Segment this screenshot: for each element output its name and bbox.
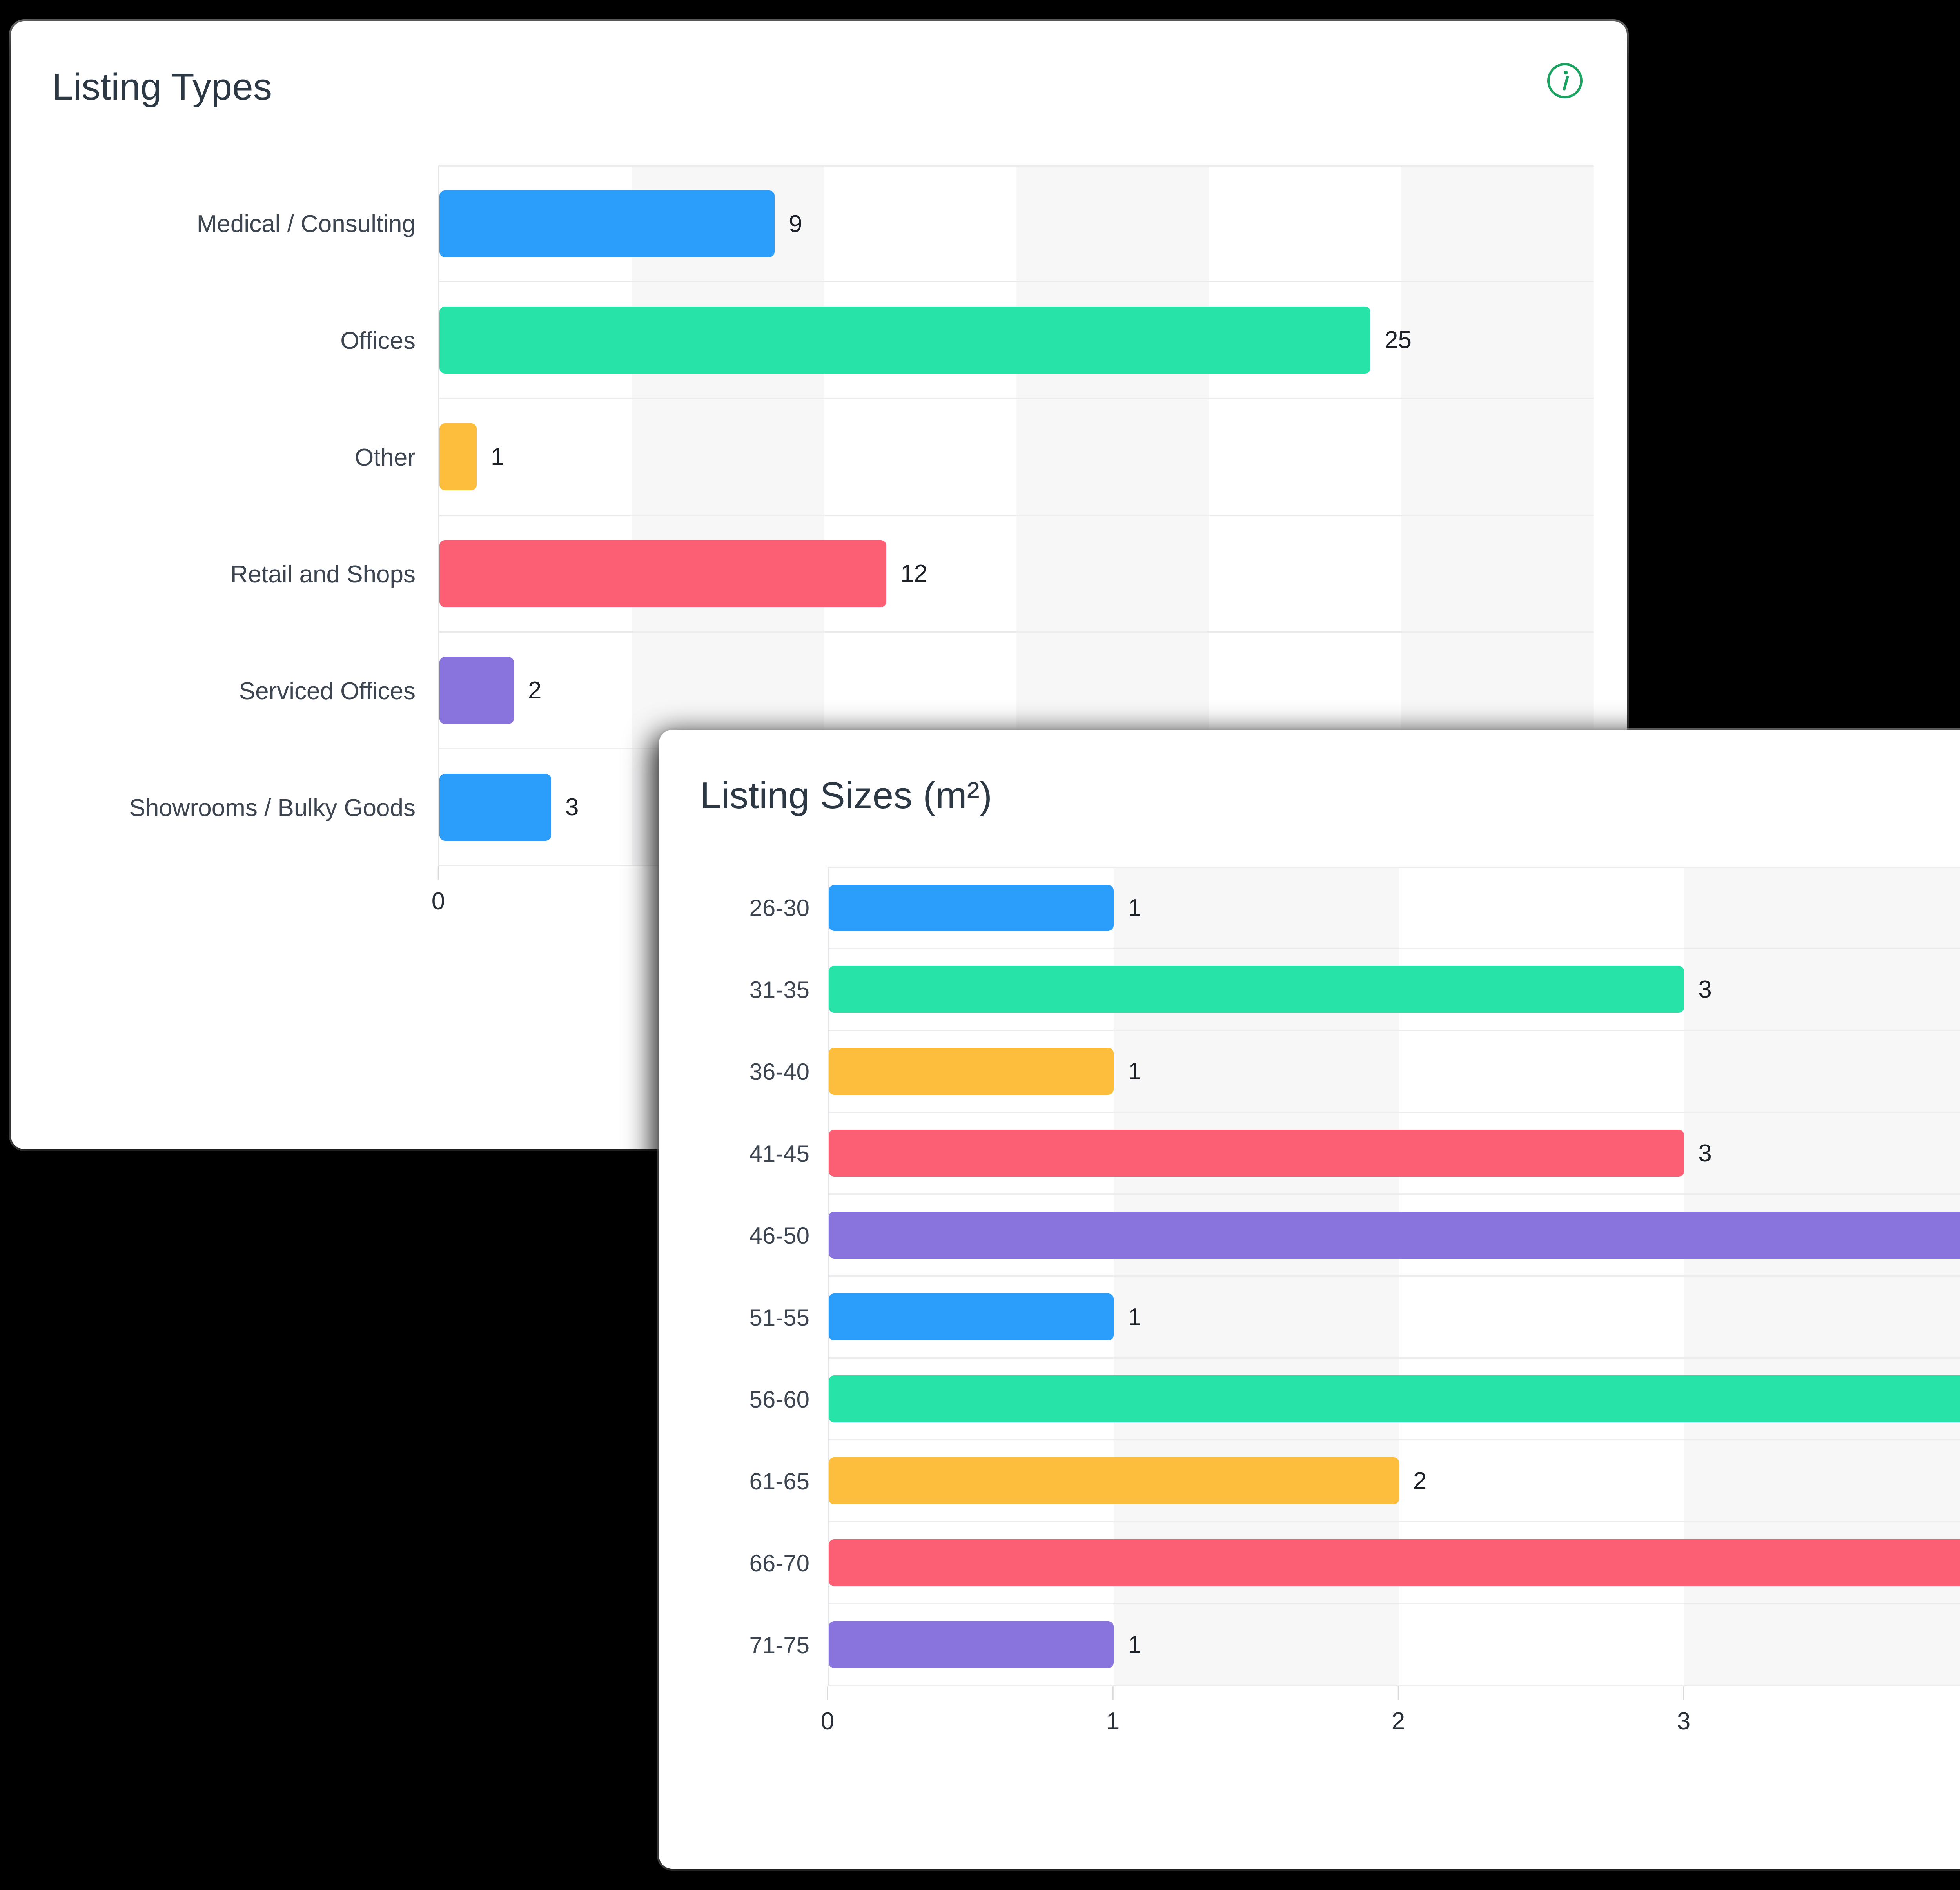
- bar[interactable]: [829, 1293, 1114, 1340]
- axis-tick-label: 0: [820, 1708, 835, 1735]
- bar-row[interactable]: 2: [829, 1440, 1960, 1522]
- bar-value-label: 1: [491, 443, 505, 470]
- bar-row[interactable]: 3: [829, 949, 1960, 1031]
- bar-row[interactable]: 3: [829, 1113, 1960, 1195]
- axis-tick-label: 2: [1391, 1708, 1405, 1735]
- listing-sizes-plot-area: 1 3 1 3 4 1 4 2 5 1: [828, 867, 1960, 1686]
- listing-types-chart-body: Medical / Consulting Offices Other Retail a…: [11, 165, 1627, 866]
- bar-row[interactable]: 1: [829, 867, 1960, 949]
- background-band: [439, 165, 632, 866]
- bar[interactable]: [439, 190, 775, 257]
- bar-row[interactable]: 25: [439, 282, 1594, 399]
- axis-tick: 0: [821, 1686, 834, 1735]
- bar-row[interactable]: 4: [829, 1359, 1960, 1440]
- bar-row[interactable]: 1: [829, 1604, 1960, 1686]
- bar-row[interactable]: 5: [829, 1522, 1960, 1604]
- category-label: Retail and Shops: [230, 560, 416, 588]
- listing-types-card: Listing Types Medical / Consulting Office…: [11, 21, 1627, 1149]
- category-label: 26-30: [749, 895, 809, 921]
- listing-types-chart: Medical / Consulting Offices Other Retail a…: [11, 119, 1627, 925]
- listing-sizes-card-header: Listing Sizes (m²): [659, 730, 1960, 828]
- axis-tick-mark: [1397, 1686, 1399, 1700]
- category-label: Serviced Offices: [239, 677, 416, 705]
- category-label: 46-50: [749, 1223, 809, 1249]
- category-label: 31-35: [749, 977, 809, 1003]
- bar[interactable]: [439, 306, 1370, 374]
- axis-tick: 0: [432, 866, 445, 915]
- bar[interactable]: [829, 1375, 1960, 1422]
- bar-row[interactable]: 1: [829, 1031, 1960, 1113]
- bar[interactable]: [829, 1212, 1960, 1259]
- bar[interactable]: [439, 423, 477, 491]
- bar-value-label: 1: [1128, 1631, 1142, 1658]
- page-title: Listing Types: [52, 66, 272, 108]
- axis-tick-label: 1: [1106, 1708, 1120, 1735]
- bar[interactable]: [829, 1457, 1399, 1504]
- bar[interactable]: [829, 1048, 1114, 1095]
- axis-tick-mark: [437, 866, 439, 880]
- bar-value-label: 25: [1385, 326, 1412, 354]
- category-label: 41-45: [749, 1141, 809, 1167]
- listing-types-card-header: Listing Types: [11, 21, 1627, 119]
- bar-row[interactable]: 1: [829, 1277, 1960, 1359]
- bar-value-label: 2: [1413, 1467, 1427, 1495]
- category-label: 61-65: [749, 1468, 809, 1495]
- axis-tick-label: 3: [1677, 1708, 1691, 1735]
- category-label: 66-70: [749, 1550, 809, 1576]
- listing-sizes-chart-body: 26-30 31-35 36-40 41-45 46-50 51-55 56-60 61-65…: [659, 867, 1960, 1686]
- listing-types-category-axis: Medical / Consulting Offices Other Retail a…: [11, 165, 438, 866]
- bar[interactable]: [439, 657, 514, 724]
- axis-tick-mark: [827, 1686, 828, 1700]
- bar[interactable]: [439, 773, 551, 841]
- bar[interactable]: [829, 1130, 1684, 1177]
- bar-value-label: 3: [1698, 1139, 1712, 1167]
- axis-tick-label: 0: [431, 888, 445, 915]
- category-label: Showrooms / Bulky Goods: [129, 794, 416, 822]
- bar-value-label: 1: [1128, 1303, 1142, 1331]
- listing-sizes-card: Listing Sizes (m²) 26-30 31-35 36-40 41-45 4…: [659, 730, 1960, 1869]
- category-label: Medical / Consulting: [196, 210, 416, 238]
- bar-value-label: 1: [1128, 894, 1142, 921]
- axis-tick: 3: [1677, 1686, 1690, 1735]
- axis-tick-mark: [1112, 1686, 1114, 1700]
- category-label: Offices: [340, 327, 416, 354]
- bar-row[interactable]: 4: [829, 1195, 1960, 1277]
- axis-tick: 1: [1106, 1686, 1120, 1735]
- axis-tick: 2: [1392, 1686, 1405, 1735]
- bar[interactable]: [829, 1539, 1960, 1586]
- listing-sizes-chart: 26-30 31-35 36-40 41-45 46-50 51-55 56-60 61-65…: [659, 828, 1960, 1745]
- bar[interactable]: [829, 885, 1114, 931]
- category-label: Other: [354, 444, 416, 471]
- info-circle-icon[interactable]: [1546, 62, 1584, 100]
- listing-sizes-value-axis: 012345: [821, 1686, 1960, 1745]
- bar-value-label: 1: [1128, 1057, 1142, 1085]
- category-label: 36-40: [749, 1059, 809, 1085]
- listing-sizes-category-axis: 26-30 31-35 36-40 41-45 46-50 51-55 56-60 61-65…: [659, 867, 828, 1686]
- category-label: 51-55: [749, 1304, 809, 1331]
- bar-value-label: 9: [789, 210, 802, 238]
- axis-tick-mark: [1683, 1686, 1684, 1700]
- bar-value-label: 3: [565, 794, 579, 821]
- category-label: 56-60: [749, 1386, 809, 1413]
- bar-row[interactable]: 12: [439, 516, 1594, 633]
- bar-value-label: 12: [900, 560, 927, 587]
- bar-row[interactable]: 1: [439, 399, 1594, 516]
- category-label: 71-75: [749, 1632, 809, 1658]
- bar-value-label: 3: [1698, 976, 1712, 1003]
- bar-row[interactable]: 9: [439, 165, 1594, 282]
- page-title-sizes: Listing Sizes (m²): [700, 775, 993, 816]
- listing-types-bar-rows: 9 25 1 12 2 3: [439, 165, 1594, 866]
- listing-sizes-bar-rows: 1 3 1 3 4 1 4 2 5 1: [829, 867, 1960, 1686]
- bar[interactable]: [439, 540, 886, 608]
- bar[interactable]: [829, 1621, 1114, 1668]
- listing-types-value-axis: 0: [432, 866, 1627, 925]
- bar[interactable]: [829, 966, 1684, 1013]
- bar-value-label: 2: [528, 677, 542, 704]
